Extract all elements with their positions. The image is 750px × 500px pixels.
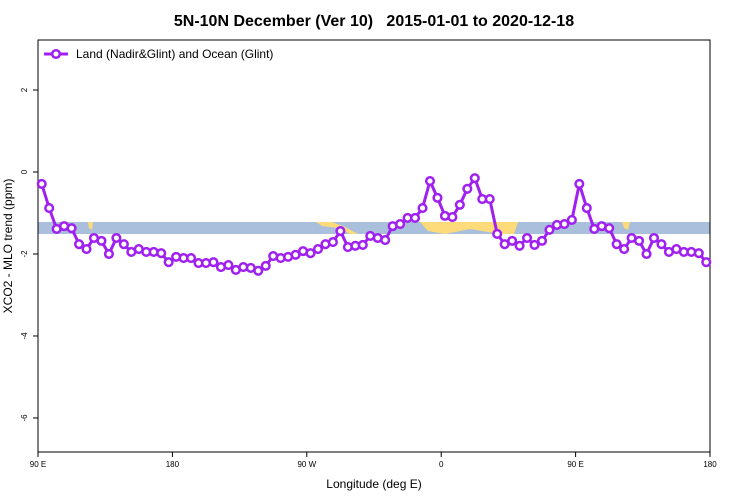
point bbox=[66, 223, 77, 234]
point bbox=[432, 192, 443, 203]
point bbox=[536, 235, 548, 246]
legend-label: Land (Nadir&Glint) and Ocean (Glint) bbox=[76, 47, 273, 61]
point bbox=[111, 232, 122, 244]
point bbox=[186, 253, 197, 264]
y-axis-label: XCO2 - MLO trend (ppm) bbox=[1, 179, 15, 314]
x-tick-label: 0 bbox=[439, 460, 444, 469]
x-tick-label: 180 bbox=[166, 460, 180, 469]
point bbox=[544, 224, 555, 235]
point bbox=[581, 203, 592, 214]
point bbox=[260, 260, 271, 271]
point bbox=[634, 235, 645, 246]
point bbox=[492, 228, 503, 239]
y-tick-label: 2 bbox=[20, 87, 29, 92]
point bbox=[305, 248, 316, 259]
point bbox=[454, 199, 465, 210]
point bbox=[208, 257, 219, 268]
point bbox=[559, 219, 570, 230]
point bbox=[484, 194, 495, 205]
point bbox=[507, 235, 518, 246]
x-tick-label: 90 E bbox=[567, 460, 583, 469]
point bbox=[253, 265, 264, 276]
point bbox=[163, 257, 174, 268]
point bbox=[312, 244, 324, 255]
x-axis-label: Longitude (deg E) bbox=[326, 477, 421, 491]
point bbox=[156, 248, 167, 259]
point bbox=[424, 175, 436, 187]
point bbox=[701, 257, 712, 268]
point bbox=[96, 235, 107, 246]
y-tick-label: -6 bbox=[20, 414, 29, 422]
point bbox=[395, 219, 406, 230]
point bbox=[604, 223, 615, 234]
point bbox=[103, 248, 114, 260]
point bbox=[462, 183, 473, 194]
point bbox=[380, 235, 391, 246]
point bbox=[357, 239, 368, 251]
point bbox=[74, 239, 85, 250]
chart-title: 5N-10N December (Ver 10) 2015-01-01 to 2… bbox=[174, 13, 574, 30]
point bbox=[656, 239, 667, 250]
y-tick-label: -2 bbox=[20, 250, 29, 258]
point bbox=[529, 239, 540, 251]
plot-frame bbox=[37, 39, 711, 453]
point bbox=[522, 232, 533, 244]
point bbox=[648, 232, 660, 244]
point bbox=[290, 249, 301, 260]
y-tick-label: 0 bbox=[20, 169, 29, 174]
point bbox=[514, 240, 525, 251]
point bbox=[36, 178, 47, 189]
point bbox=[693, 248, 704, 259]
point bbox=[619, 244, 630, 255]
point bbox=[81, 244, 92, 255]
point bbox=[44, 203, 55, 214]
point bbox=[469, 173, 480, 184]
point bbox=[641, 248, 652, 260]
point bbox=[410, 212, 421, 223]
legend-marker bbox=[50, 48, 62, 60]
point bbox=[566, 214, 577, 226]
point bbox=[223, 260, 234, 271]
x-tick-label: 180 bbox=[703, 460, 717, 469]
y-tick-label: -4 bbox=[20, 332, 29, 340]
x-tick-label: 90 E bbox=[30, 460, 46, 469]
point bbox=[335, 225, 346, 237]
point bbox=[447, 212, 458, 223]
point bbox=[417, 203, 428, 214]
point bbox=[118, 239, 129, 250]
point bbox=[611, 239, 622, 250]
point bbox=[574, 178, 585, 189]
point bbox=[327, 237, 338, 248]
x-tick-label: 90 W bbox=[297, 460, 316, 469]
